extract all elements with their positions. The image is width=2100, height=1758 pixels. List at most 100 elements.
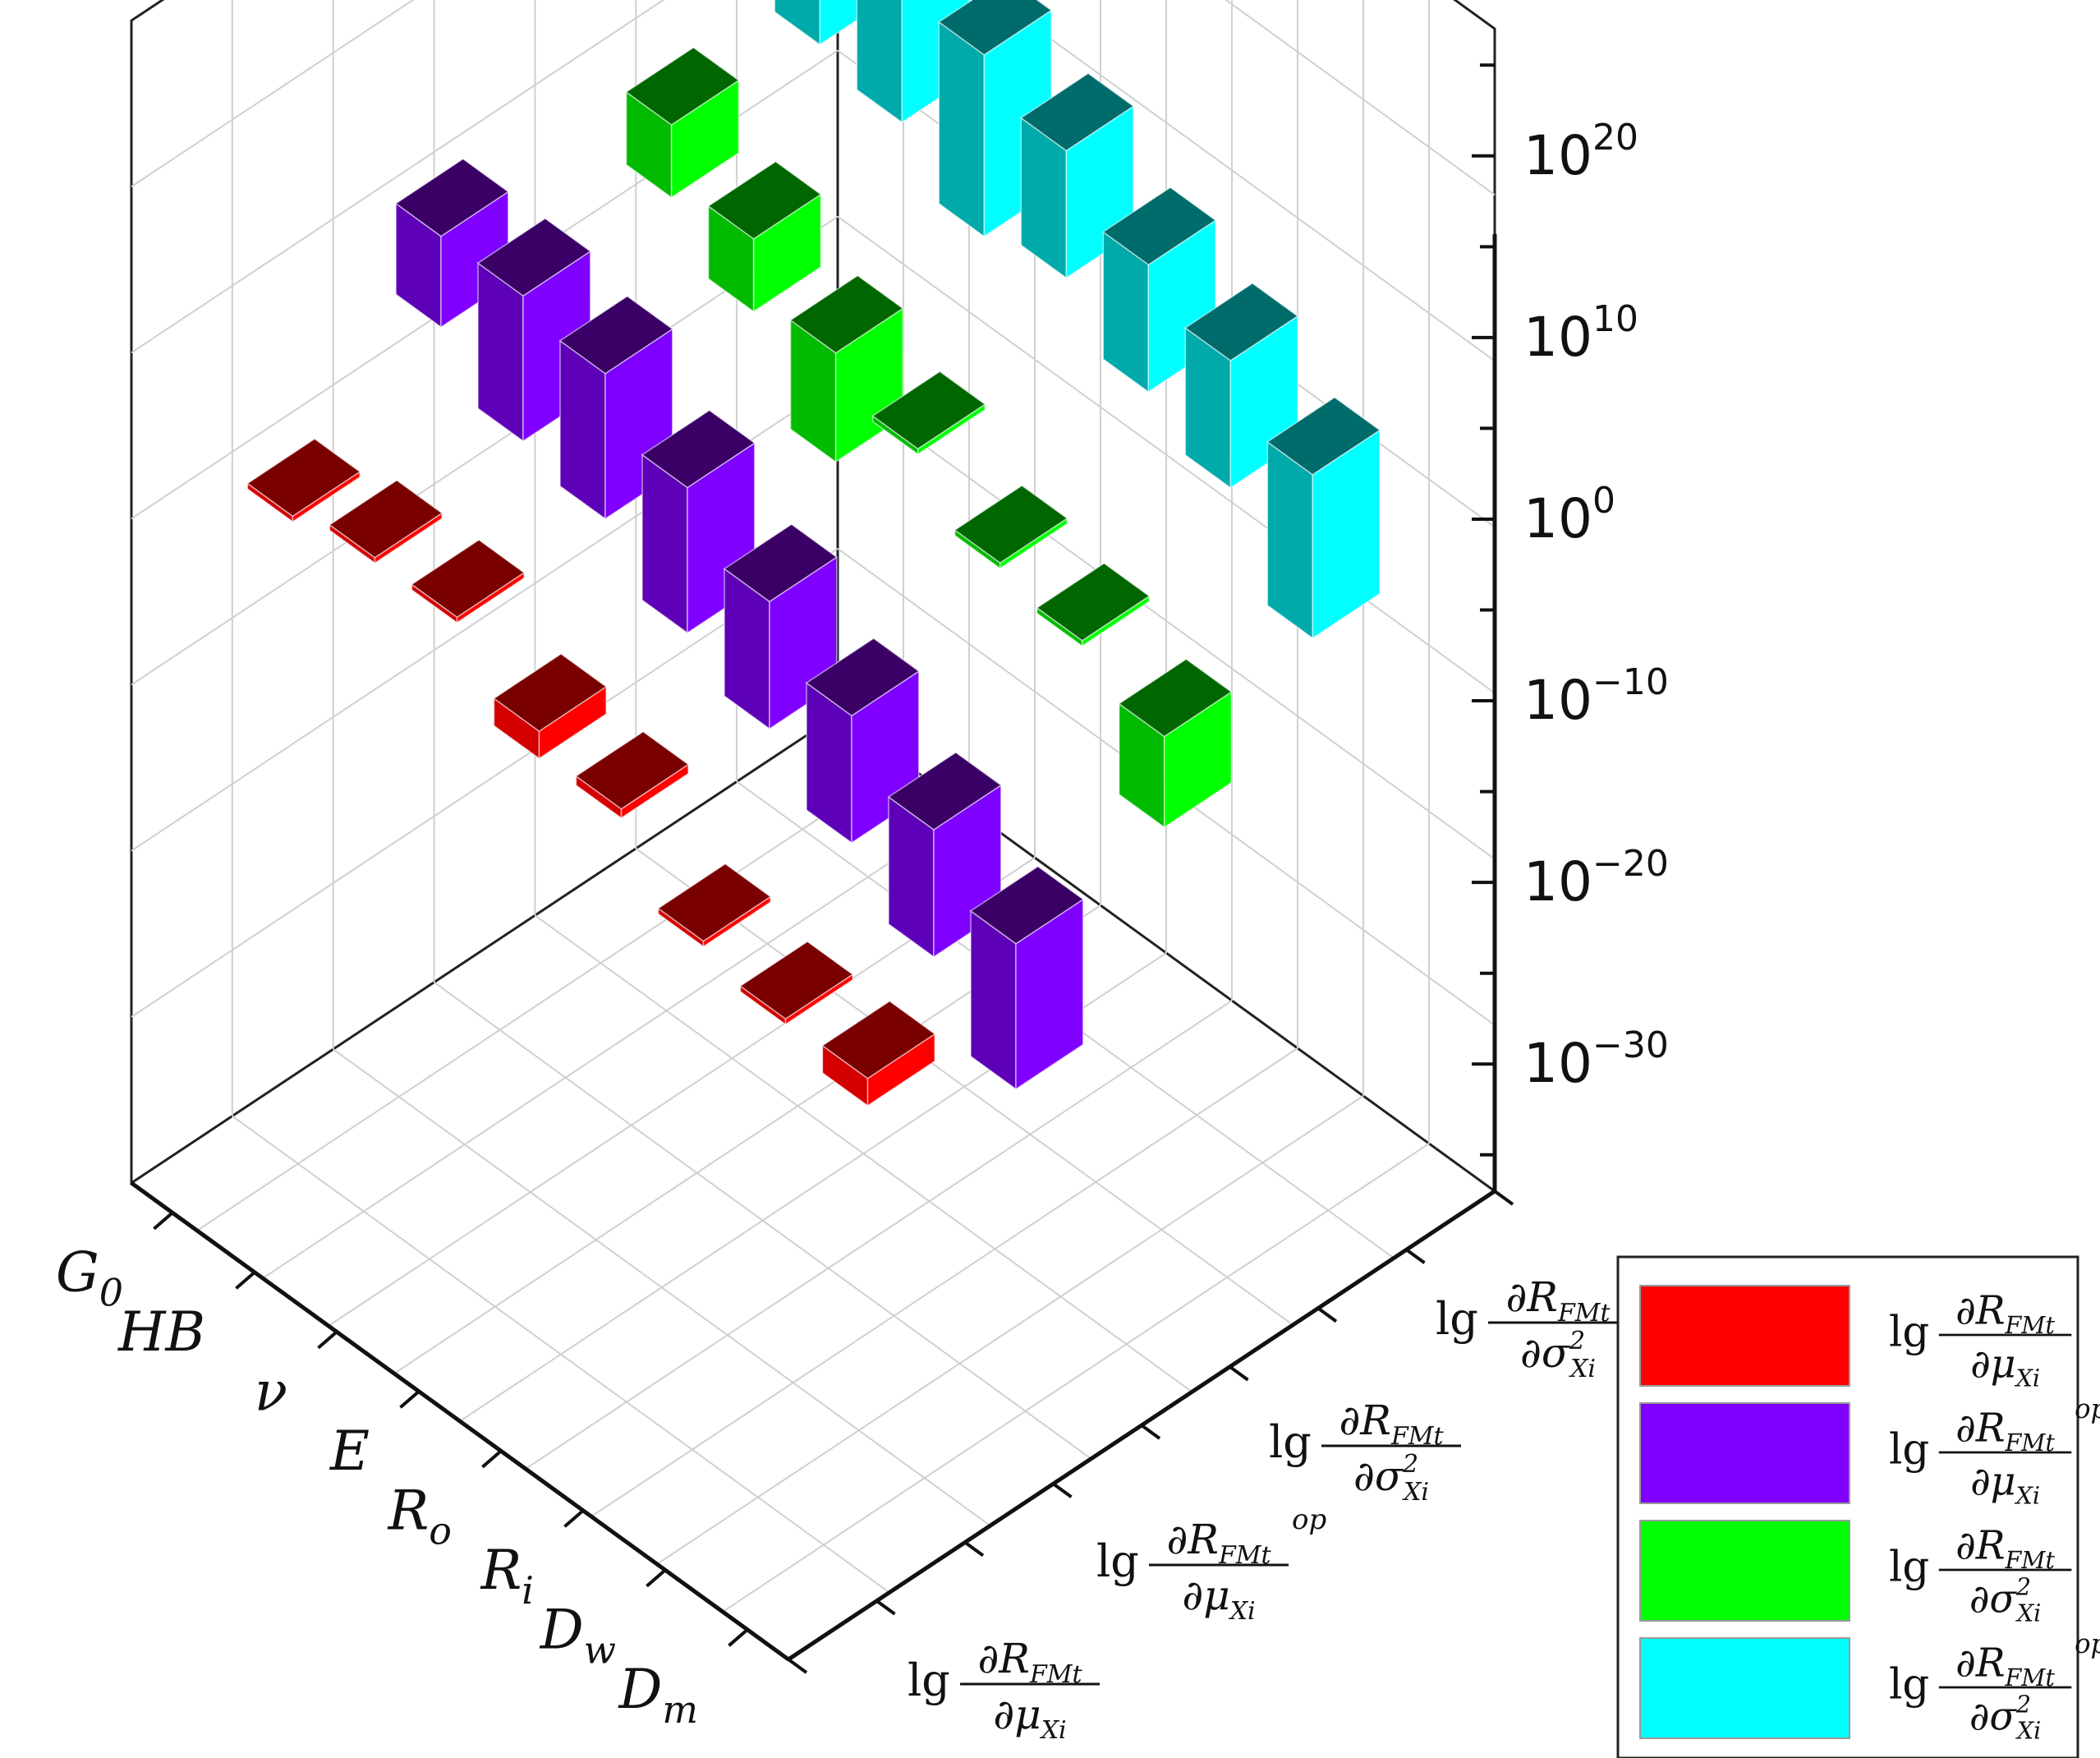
category-label: Ro bbox=[388, 1479, 452, 1553]
floor-gridline bbox=[656, 1095, 1364, 1565]
bar-front-face bbox=[1266, 440, 1314, 640]
floor-gridline bbox=[232, 1115, 890, 1594]
floor-gridline bbox=[333, 1048, 991, 1526]
bar-front-face bbox=[774, 0, 821, 46]
series-tick bbox=[963, 1540, 985, 1558]
z-tick-label: 10−30 bbox=[1523, 1024, 1669, 1095]
series-label-denominator: ∂μXi bbox=[1970, 1459, 2040, 1509]
axes-layer bbox=[130, 63, 1514, 1674]
category-label: G0 bbox=[56, 1240, 123, 1314]
series-tick bbox=[1493, 1190, 1514, 1206]
category-label: ν bbox=[255, 1360, 287, 1423]
bar-top-face bbox=[969, 865, 1085, 945]
bars-layer bbox=[246, 0, 1381, 1107]
series-label-numerator: ∂RFMt bbox=[1339, 1397, 1444, 1451]
bar-top-face bbox=[558, 295, 674, 375]
z-tick-label: 10−10 bbox=[1523, 661, 1669, 732]
bar-top-face bbox=[887, 752, 1003, 831]
bar bbox=[1266, 396, 1381, 640]
back-wall-gridline bbox=[995, 0, 1496, 362]
series-label-sup: op bbox=[1292, 1503, 1326, 1536]
bar-top-face bbox=[871, 370, 986, 450]
bar bbox=[558, 295, 674, 520]
bar bbox=[411, 539, 526, 624]
bar bbox=[246, 438, 361, 523]
back-wall-gridline bbox=[837, 215, 1496, 694]
series-label-prefix: lg bbox=[908, 1654, 950, 1706]
category-label: Dm bbox=[618, 1658, 698, 1732]
series-label-denominator: ∂μXi bbox=[1970, 1342, 2040, 1392]
bar bbox=[871, 370, 986, 456]
bar bbox=[1036, 562, 1151, 647]
series-label-denominator: ∂μXi bbox=[1182, 1572, 1255, 1626]
bar-top-face bbox=[937, 0, 1053, 56]
bar bbox=[1101, 186, 1217, 393]
legend-entry-label: lg ∂RFMt∂μXi bbox=[1889, 1289, 2072, 1392]
bar-top-face bbox=[789, 274, 904, 354]
legend: lg∂RFMt∂μXilg∂RFMtop∂μXilg∂RFMt∂σ2Xilg∂R… bbox=[1616, 1255, 2100, 1758]
category-label: Ri bbox=[480, 1539, 534, 1613]
series-label-prefix: lg bbox=[1269, 1416, 1312, 1468]
series-tick bbox=[1405, 1248, 1426, 1264]
series-label-prefix: lg bbox=[1889, 1307, 1929, 1356]
bar-top-face bbox=[1118, 658, 1233, 738]
series-label-prefix: lg bbox=[1889, 1542, 1929, 1591]
legend-swatch bbox=[1639, 1285, 1850, 1387]
series-label-sup: op bbox=[2075, 1628, 2100, 1659]
bar-top-face bbox=[394, 158, 510, 237]
floor-gridline bbox=[635, 848, 1294, 1326]
bar-top-face bbox=[657, 863, 772, 942]
series-label-numerator: ∂RFMt bbox=[1955, 1641, 2055, 1691]
bar bbox=[954, 485, 1068, 570]
bar bbox=[1118, 658, 1233, 829]
category-tick bbox=[317, 1330, 338, 1350]
legend-swatch bbox=[1639, 1520, 1850, 1622]
floor-gridline bbox=[262, 809, 970, 1279]
series-label-numerator: ∂RFMt bbox=[1505, 1273, 1611, 1328]
floor-gridline bbox=[196, 762, 904, 1231]
legend-swatch bbox=[1639, 1637, 1850, 1739]
legend-entry-label: lg ∂RFMt∂σ2 Xi bbox=[1889, 1524, 2072, 1627]
z-tick-label: 1020 bbox=[1523, 117, 1638, 187]
bar-top-face bbox=[476, 218, 592, 297]
series-label-denominator: ∂σ2 Xi bbox=[1520, 1327, 1596, 1383]
bar bbox=[625, 46, 740, 199]
bar bbox=[575, 730, 690, 820]
bar bbox=[739, 941, 854, 1026]
series-label-denominator: ∂σ2 Xi bbox=[1969, 1573, 2041, 1627]
series-label-denominator: ∂μXi bbox=[993, 1691, 1066, 1745]
category-tick bbox=[563, 1509, 585, 1528]
bar-top-face bbox=[411, 539, 526, 619]
category-tick bbox=[235, 1271, 256, 1290]
bar-top-face bbox=[821, 1000, 936, 1079]
series-axis-label: lg ∂RFMt∂σ2 Xi bbox=[1269, 1397, 1461, 1507]
series-label-denominator: ∂σ2 Xi bbox=[1969, 1691, 2041, 1744]
bar-top-face bbox=[954, 485, 1068, 564]
bar-top-face bbox=[246, 438, 361, 518]
series-label-sup: op bbox=[2075, 1393, 2100, 1424]
back-wall-gridline bbox=[1225, 0, 1496, 196]
bar-top-face bbox=[329, 479, 443, 559]
bar-top-face bbox=[1019, 72, 1135, 152]
series-tick bbox=[1140, 1424, 1161, 1440]
bar-top-face bbox=[641, 409, 756, 489]
floor-gridline bbox=[433, 981, 1092, 1460]
bar-front-face bbox=[856, 0, 903, 124]
series-label-prefix: lg bbox=[1096, 1535, 1139, 1587]
series-tick bbox=[1229, 1365, 1249, 1382]
category-label: E bbox=[329, 1420, 370, 1483]
series-label-prefix: lg bbox=[1889, 1659, 1929, 1709]
bar-top-face bbox=[575, 730, 690, 810]
category-axis bbox=[130, 1180, 790, 1662]
bar bbox=[821, 1000, 936, 1107]
category-label: HB bbox=[117, 1300, 205, 1364]
z-tick-label: 100 bbox=[1523, 480, 1615, 550]
z-tick-label: 10−20 bbox=[1523, 843, 1669, 914]
back-wall bbox=[836, 0, 1496, 1194]
bar bbox=[789, 274, 904, 463]
series-label-prefix: lg bbox=[1436, 1293, 1478, 1345]
